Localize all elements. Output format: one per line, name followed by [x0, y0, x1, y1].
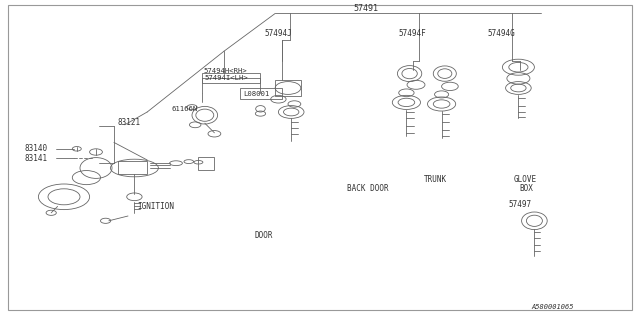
Text: TRUNK: TRUNK: [424, 175, 447, 184]
Bar: [118, 161, 147, 174]
Text: 61166N: 61166N: [172, 106, 198, 112]
Text: 57497: 57497: [509, 200, 532, 209]
Text: IGNITION: IGNITION: [137, 202, 174, 211]
Text: 83141: 83141: [24, 154, 47, 163]
Text: 83140: 83140: [24, 144, 47, 153]
Text: 57494H<RH>: 57494H<RH>: [204, 68, 247, 74]
Text: BACK DOOR: BACK DOOR: [347, 184, 388, 193]
Text: 83121: 83121: [117, 118, 140, 127]
Bar: [240, 88, 282, 99]
Text: 57491: 57491: [353, 4, 379, 13]
Bar: [275, 80, 301, 96]
Text: 57494I<LH>: 57494I<LH>: [204, 75, 248, 81]
Text: 57494F: 57494F: [399, 29, 426, 38]
Text: GLOVE: GLOVE: [514, 175, 537, 184]
Text: L08001: L08001: [243, 91, 269, 97]
Bar: [198, 157, 214, 170]
Text: BOX: BOX: [520, 184, 534, 193]
Text: DOOR: DOOR: [255, 231, 273, 240]
Text: 57494G: 57494G: [488, 29, 515, 38]
Text: 57494J: 57494J: [264, 29, 292, 38]
Bar: [202, 73, 260, 83]
Text: A580001065: A580001065: [531, 304, 573, 309]
